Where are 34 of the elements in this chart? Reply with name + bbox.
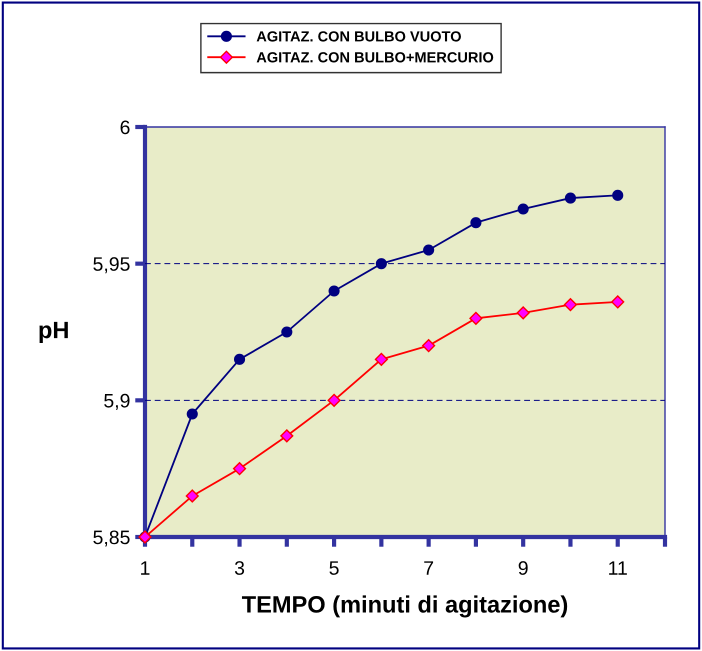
point — [470, 217, 482, 228]
point — [612, 190, 624, 201]
point — [516, 306, 530, 320]
x-tick-label: 7 — [424, 561, 434, 575]
x-tick-label: 1 — [141, 561, 150, 575]
x-tick-label: 3 — [234, 561, 244, 575]
legend-label: AGITAZ. CON BULBO VUOTO — [256, 31, 461, 42]
legend-label: AGITAZ. CON BULBO+MERCURIO — [256, 52, 494, 62]
point — [328, 285, 340, 297]
point — [564, 192, 576, 204]
y-tick-label: 6 — [120, 120, 130, 134]
point — [423, 244, 434, 256]
point — [186, 408, 198, 420]
point — [234, 354, 246, 365]
x-axis-title: TEMPO (minuti di agitazione) — [242, 595, 568, 618]
y-axis-title: pH — [40, 322, 68, 344]
point — [469, 312, 482, 325]
point — [328, 394, 341, 407]
point — [376, 258, 387, 270]
point — [232, 462, 246, 476]
point — [564, 298, 578, 312]
y-tick-label: 5,85 — [93, 530, 130, 547]
x-tick-label: 11 — [609, 561, 627, 575]
point — [280, 429, 294, 442]
point — [518, 203, 529, 215]
point — [186, 489, 199, 503]
point — [611, 295, 624, 309]
point — [374, 352, 388, 366]
y-tick-label: 5,95 — [93, 257, 130, 274]
x-tick-label: 5 — [329, 561, 339, 575]
point — [422, 339, 436, 352]
point — [281, 326, 292, 338]
x-tick-label: 9 — [518, 561, 528, 575]
y-tick-label: 5,9 — [104, 394, 130, 410]
